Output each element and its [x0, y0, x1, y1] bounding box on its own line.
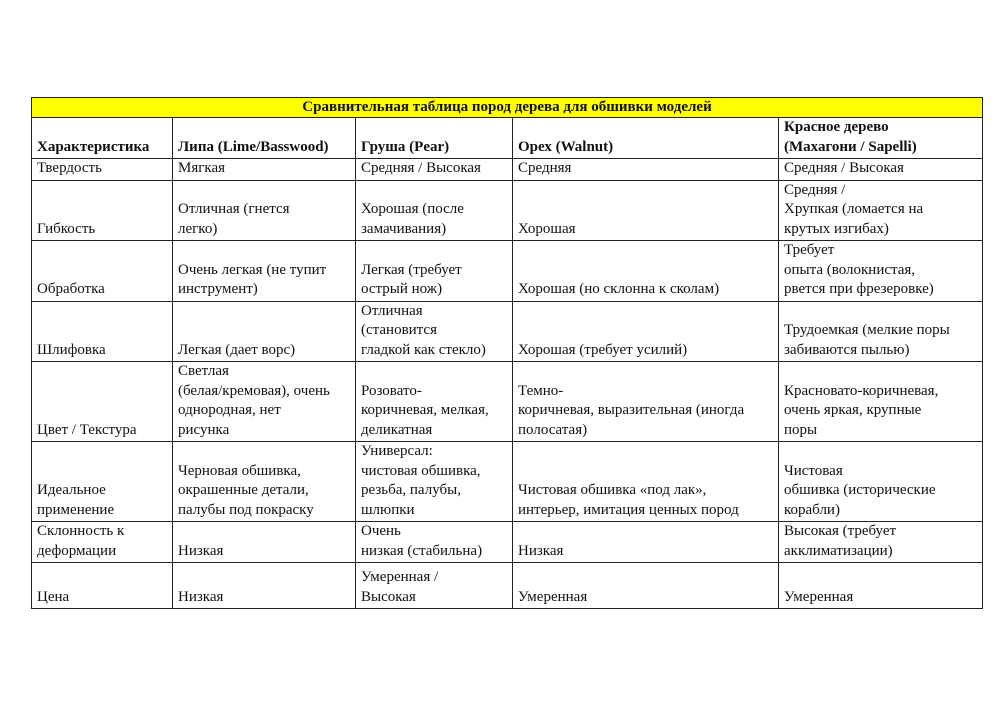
table-row-hardness: Твердость Мягкая Средняя / Высокая Средняя С… [31, 158, 984, 181]
table-cell: Низкая [512, 521, 779, 563]
table-row-ideal-use: Идеальное применение Черновая обшивка, ок… [31, 441, 984, 522]
table-cell: Низкая [172, 562, 356, 609]
table-cell: Черновая обшивка, окрашенные детали, пал… [172, 441, 356, 522]
table-cell: Розовато- коричневая, мелкая, деликатная [355, 361, 513, 442]
table-cell: Средняя / Хрупкая (ломается на крутых из… [777, 179, 984, 241]
table-row-sanding: Шлифовка Легкая (дает ворс) Отличная (стан… [31, 300, 984, 362]
table-cell: Чистовая обшивка «под лак», интерьер, им… [512, 441, 779, 522]
table-cell: Очень легкая (не тупит инструмент) [172, 240, 356, 302]
row-label: Гибкость [31, 179, 173, 241]
table-cell: Хорошая (но склонна к сколам) [512, 240, 779, 302]
header-lime: Липа (Lime/Basswood) [172, 117, 356, 159]
table-title: Сравнительная таблица пород дерева для о… [30, 97, 984, 118]
table-cell: Средняя / Высокая [777, 158, 984, 181]
row-label: Цвет / Текстура [31, 361, 173, 442]
table-cell: Высокая (требует акклиматизации) [777, 521, 984, 563]
table-cell: Умеренная [777, 562, 984, 609]
header-characteristic: Характеристика [31, 117, 173, 159]
header-row: Характеристика Липа (Lime/Basswood) Груш… [31, 117, 984, 159]
row-label: Твердость [31, 158, 173, 181]
wood-comparison-table: Сравнительная таблица пород дерева для о… [30, 97, 984, 609]
table-cell: Средняя / Высокая [355, 158, 513, 181]
table-cell: Легкая (требует острый нож) [355, 240, 513, 302]
table-cell: Мягкая [172, 158, 356, 181]
title-row: Сравнительная таблица пород дерева для о… [30, 97, 984, 118]
table-cell: Очень низкая (стабильна) [355, 521, 513, 563]
table-row-price: Цена Низкая Умеренная / Высокая Умеренная Ум… [31, 562, 984, 609]
table-row-color-texture: Цвет / Текстура Светлая (белая/кремовая),… [31, 361, 984, 442]
row-label: Склонность к деформации [31, 521, 173, 563]
header-walnut: Орех (Walnut) [512, 117, 779, 159]
row-label: Шлифовка [31, 300, 173, 362]
table-row-workability: Обработка Очень легкая (не тупит инструме… [31, 240, 984, 302]
table-cell: Универсал: чистовая обшивка, резьба, пал… [355, 441, 513, 522]
table-cell: Светлая (белая/кремовая), очень однородн… [172, 361, 356, 442]
table-row-flexibility: Гибкость Отличная (гнется легко) Хорошая (… [31, 179, 984, 241]
table-row-deformation: Склонность к деформации Низкая Очень низка… [31, 521, 984, 563]
row-label: Цена [31, 562, 173, 609]
header-pear: Груша (Pear) [355, 117, 513, 159]
table-cell: Умеренная / Высокая [355, 562, 513, 609]
table-cell: Чистовая обшивка (исторические корабли) [777, 441, 984, 522]
table-cell: Низкая [172, 521, 356, 563]
table-cell: Хорошая (требует усилий) [512, 300, 779, 362]
table-cell: Умеренная [512, 562, 779, 609]
table-cell: Отличная (гнется легко) [172, 179, 356, 241]
table-cell: Хорошая (после замачивания) [355, 179, 513, 241]
table-cell: Требует опыта (волокнистая, рвется при ф… [777, 240, 984, 302]
table-cell: Отличная (становится гладкой как стекло) [355, 300, 513, 362]
table-cell: Трудоемкая (мелкие поры забиваются пылью… [777, 300, 984, 362]
table-cell: Средняя [512, 158, 779, 181]
table-cell: Хорошая [512, 179, 779, 241]
table-cell: Темно- коричневая, выразительная (иногда… [512, 361, 779, 442]
table-cell: Легкая (дает ворс) [172, 300, 356, 362]
table-cell: Красновато-коричневая, очень яркая, круп… [777, 361, 984, 442]
header-mahogany: Красное дерево (Махагони / Sapelli) [777, 117, 984, 159]
row-label: Идеальное применение [31, 441, 173, 522]
row-label: Обработка [31, 240, 173, 302]
